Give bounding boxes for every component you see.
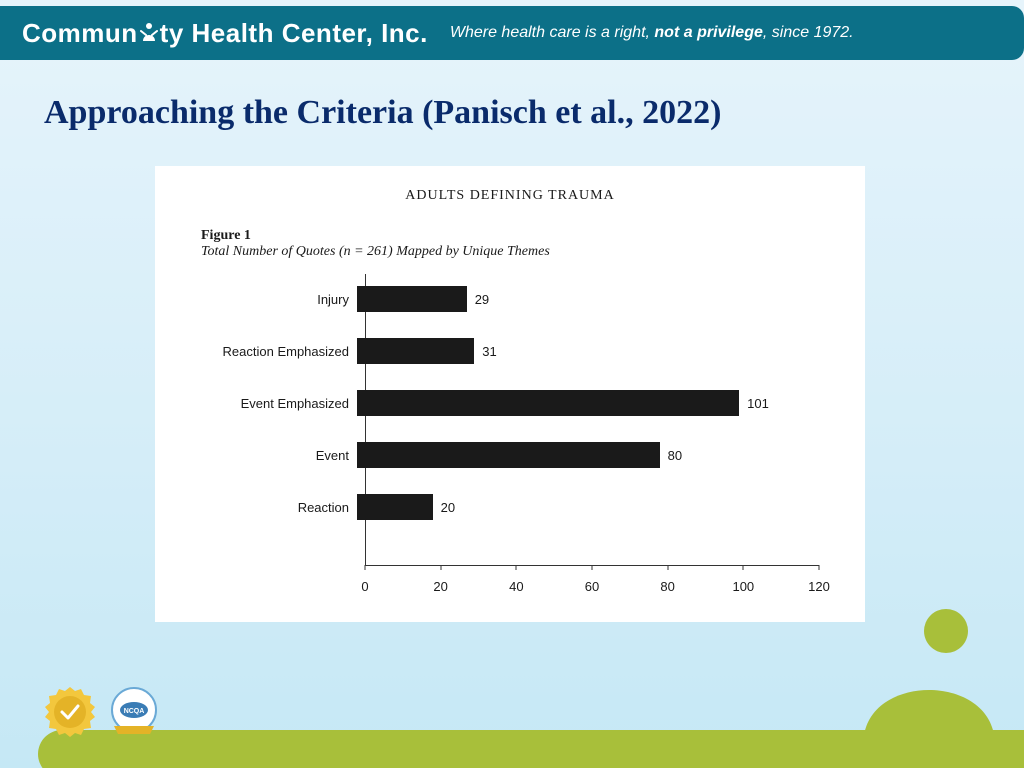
y-axis (365, 274, 366, 566)
x-tick-mark (667, 565, 668, 570)
x-tick-label: 80 (660, 579, 674, 594)
bar-row: Event Emphasized 101 (201, 388, 769, 418)
figure-caption: Total Number of Quotes (n = 261) Mapped … (201, 244, 550, 259)
x-tick-label: 60 (585, 579, 599, 594)
header-band: Commun ty Health Center, Inc. Where heal… (0, 6, 1024, 60)
x-tick-mark (592, 565, 593, 570)
x-tick-label: 20 (433, 579, 447, 594)
x-tick-mark (365, 565, 366, 570)
tagline-em: not a privilege (654, 24, 762, 41)
figure-number: Figure 1 (201, 228, 251, 243)
bar-value: 20 (441, 500, 455, 515)
footer-person-icon (854, 605, 994, 740)
tagline: Where health care is a right, not a priv… (450, 24, 854, 42)
bar-value: 101 (747, 396, 769, 411)
x-tick-label: 100 (732, 579, 754, 594)
ncqa-seal-icon: NCQA (108, 686, 160, 738)
bar-row: Injury 29 (201, 284, 489, 314)
gold-seal-icon (44, 686, 96, 738)
bar-value: 80 (668, 448, 682, 463)
bar-row: Event 80 (201, 440, 682, 470)
svg-text:NCQA: NCQA (124, 708, 145, 715)
bar-label: Reaction (201, 500, 357, 515)
bar-row: Reaction 20 (201, 492, 455, 522)
chart-panel: ADULTS DEFINING TRAUMA Figure 1 Total Nu… (155, 166, 865, 622)
x-tick-mark (516, 565, 517, 570)
person-icon (140, 21, 158, 45)
bar-rect (357, 494, 433, 520)
bar-rect (357, 286, 467, 312)
x-tick-label: 40 (509, 579, 523, 594)
x-tick-mark (440, 565, 441, 570)
chart-over-title: ADULTS DEFINING TRAUMA (155, 188, 865, 204)
x-tick-label: 0 (361, 579, 368, 594)
chart-plot-area: Injury 29 Reaction Emphasized 31 Event Empha… (201, 274, 821, 594)
bar-label: Injury (201, 292, 357, 307)
bar-value: 31 (482, 344, 496, 359)
bar-label: Event (201, 448, 357, 463)
bar-rect (357, 338, 474, 364)
bar-label: Reaction Emphasized (201, 344, 357, 359)
bar-rect (357, 390, 739, 416)
x-tick-mark (819, 565, 820, 570)
brand-text-prefix: Commun (22, 18, 138, 49)
figure-label: Figure 1 Total Number of Quotes (n = 261… (201, 228, 550, 260)
tagline-post: , since 1972. (763, 24, 854, 41)
x-tick-label: 120 (808, 579, 830, 594)
brand-text-suffix: ty Health Center, Inc. (160, 18, 428, 49)
tagline-pre: Where health care is a right, (450, 24, 655, 41)
brand-logo: Commun ty Health Center, Inc. (22, 18, 428, 49)
slide-title: Approaching the Criteria (Panisch et al.… (44, 94, 721, 132)
bar-value: 29 (475, 292, 489, 307)
bar-rect (357, 442, 660, 468)
x-tick-mark (743, 565, 744, 570)
bar-label: Event Emphasized (201, 396, 357, 411)
bar-row: Reaction Emphasized 31 (201, 336, 497, 366)
